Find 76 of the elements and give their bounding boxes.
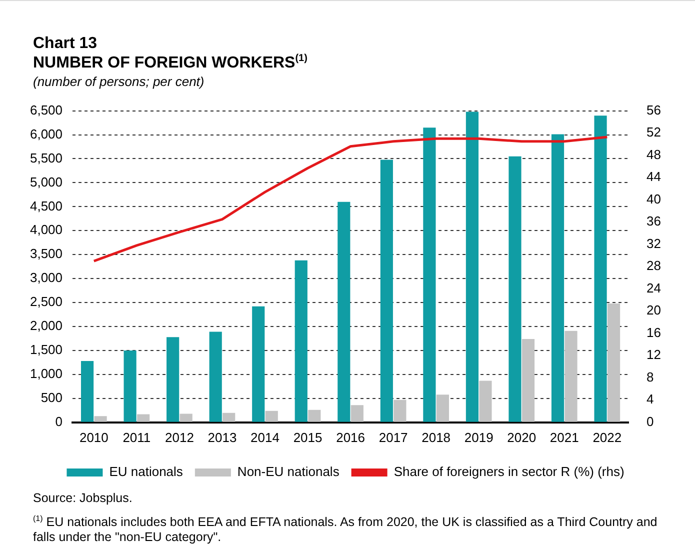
bar bbox=[394, 400, 406, 422]
y-tick-label: 5,000 bbox=[30, 174, 63, 190]
y-tick-label: 1,500 bbox=[30, 342, 63, 358]
bar bbox=[252, 306, 265, 422]
bar bbox=[564, 330, 578, 422]
y2-tick-label: 52 bbox=[646, 124, 662, 140]
y-axis-title: (number of persons; per cent) bbox=[33, 74, 204, 89]
y-tick-label: 3,500 bbox=[30, 246, 63, 262]
bar bbox=[294, 260, 308, 422]
bar bbox=[466, 112, 479, 422]
x-tick-label: 2010 bbox=[79, 430, 108, 445]
y2-tick-label: 28 bbox=[646, 258, 662, 274]
x-tick-label: 2020 bbox=[507, 430, 536, 445]
bar bbox=[423, 128, 436, 422]
x-tick-label: 2013 bbox=[208, 430, 237, 445]
bar bbox=[338, 202, 350, 422]
bar bbox=[166, 337, 180, 422]
y-tick-label: 4,500 bbox=[30, 198, 63, 214]
y2-tick-label: 0 bbox=[646, 414, 654, 429]
x-tick-label: 2015 bbox=[293, 430, 322, 445]
x-tick-label: 2022 bbox=[592, 430, 622, 445]
y-tick-label: 500 bbox=[40, 390, 63, 406]
x-tick-label: 2014 bbox=[250, 430, 280, 445]
y2-tick-label: 48 bbox=[646, 146, 662, 162]
y-tick-label: 6,000 bbox=[30, 126, 63, 142]
bar bbox=[180, 414, 192, 422]
x-tick-label: 2021 bbox=[550, 430, 579, 445]
chart-subtitle: NUMBER OF FOREIGN WORKERS$^{(1)}$ bbox=[33, 53, 308, 72]
bar bbox=[265, 410, 278, 422]
text: $^{(1)}$ EU nationals includes both EEA and EFTA nationals. As from 2020, the UK is classified as a Third Country and falls under the "non-EU category". bbox=[33, 513, 658, 546]
bar bbox=[436, 394, 450, 422]
y-tick-label: 5,500 bbox=[30, 150, 63, 166]
x-tick-label: 2017 bbox=[378, 430, 408, 445]
chart-title: Chart 13 bbox=[33, 35, 98, 53]
x-tick-label: 2011 bbox=[122, 430, 151, 445]
y-tick-label: 0 bbox=[55, 414, 63, 429]
y2-tick-label: 24 bbox=[646, 280, 662, 296]
bar bbox=[209, 332, 222, 422]
x-tick-label: 2016 bbox=[336, 430, 365, 445]
legend-label: Non-EU nationals bbox=[237, 464, 340, 480]
bar bbox=[308, 410, 321, 422]
bar bbox=[222, 412, 236, 422]
bar bbox=[80, 361, 94, 422]
bar bbox=[94, 416, 107, 422]
y-tick-label: 1,000 bbox=[30, 366, 63, 382]
y2-tick-label: 36 bbox=[646, 214, 662, 229]
legend-label: Share of foreigners in sector R (%) (rhs) bbox=[394, 464, 624, 480]
bar bbox=[508, 156, 522, 422]
y2-tick-label: 32 bbox=[646, 236, 662, 251]
bar bbox=[124, 350, 136, 422]
y2-tick-label: 16 bbox=[646, 324, 662, 340]
bar bbox=[380, 160, 393, 422]
y2-tick-label: 8 bbox=[646, 369, 654, 384]
y2-tick-label: 12 bbox=[646, 347, 662, 362]
y2-tick-label: 40 bbox=[646, 191, 662, 206]
y-tick-label: 2,000 bbox=[30, 318, 63, 334]
bar bbox=[551, 134, 564, 422]
y-tick-label: 2,500 bbox=[30, 294, 63, 310]
bar bbox=[350, 405, 364, 422]
y-tick-label: 3,000 bbox=[30, 270, 63, 286]
y-tick-label: 4,000 bbox=[30, 222, 63, 238]
bar bbox=[137, 414, 150, 422]
y2-tick-label: 20 bbox=[646, 302, 662, 318]
y2-tick-label: 56 bbox=[646, 102, 662, 118]
x-tick-label: 2019 bbox=[464, 430, 494, 445]
y2-tick-label: 4 bbox=[646, 392, 654, 407]
x-tick-label: 2018 bbox=[422, 430, 451, 445]
bar bbox=[607, 304, 620, 422]
bar bbox=[479, 380, 492, 422]
y-tick-label: 6,500 bbox=[30, 102, 63, 118]
x-tick-label: 2012 bbox=[164, 430, 194, 445]
bar bbox=[594, 116, 607, 422]
source-note: Source: Jobsplus. bbox=[33, 491, 134, 506]
y2-tick-label: 44 bbox=[646, 169, 662, 184]
legend-label: EU nationals bbox=[109, 464, 184, 480]
bar bbox=[522, 338, 535, 422]
